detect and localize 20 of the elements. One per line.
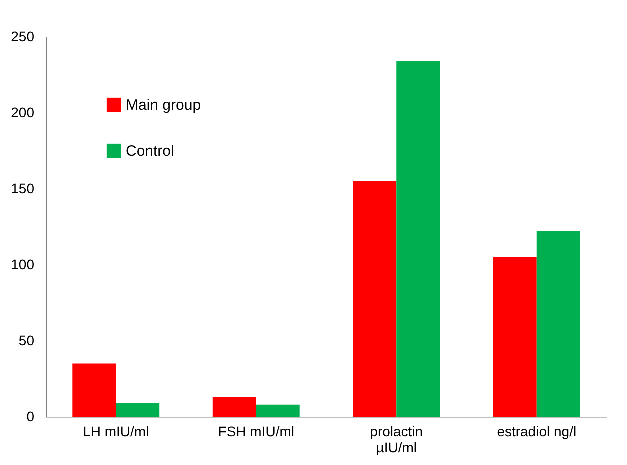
- bar: [256, 404, 300, 417]
- bar: [493, 257, 537, 417]
- bar: [396, 61, 440, 417]
- bar: [212, 397, 256, 417]
- legend-label: Main group: [126, 97, 202, 114]
- y-tick-label: 200: [11, 104, 35, 120]
- y-tick-label: 150: [11, 180, 35, 196]
- x-tick-label: prolactin µIU/ml: [370, 424, 424, 456]
- y-tick-label: 100: [11, 256, 35, 272]
- legend-label: Control: [126, 143, 174, 160]
- bar: [536, 232, 580, 417]
- bar: [353, 181, 397, 417]
- y-tick-label: 50: [18, 332, 35, 348]
- bar: [72, 364, 116, 417]
- bar: [116, 403, 160, 417]
- y-tick-label: 0: [26, 408, 35, 424]
- x-tick-label: FSH mIU/ml: [218, 424, 294, 440]
- y-tick-label: 250: [11, 28, 35, 44]
- x-tick-label: estradiol ng/l: [497, 424, 577, 440]
- x-tick-label: LH mIU/ml: [83, 424, 150, 440]
